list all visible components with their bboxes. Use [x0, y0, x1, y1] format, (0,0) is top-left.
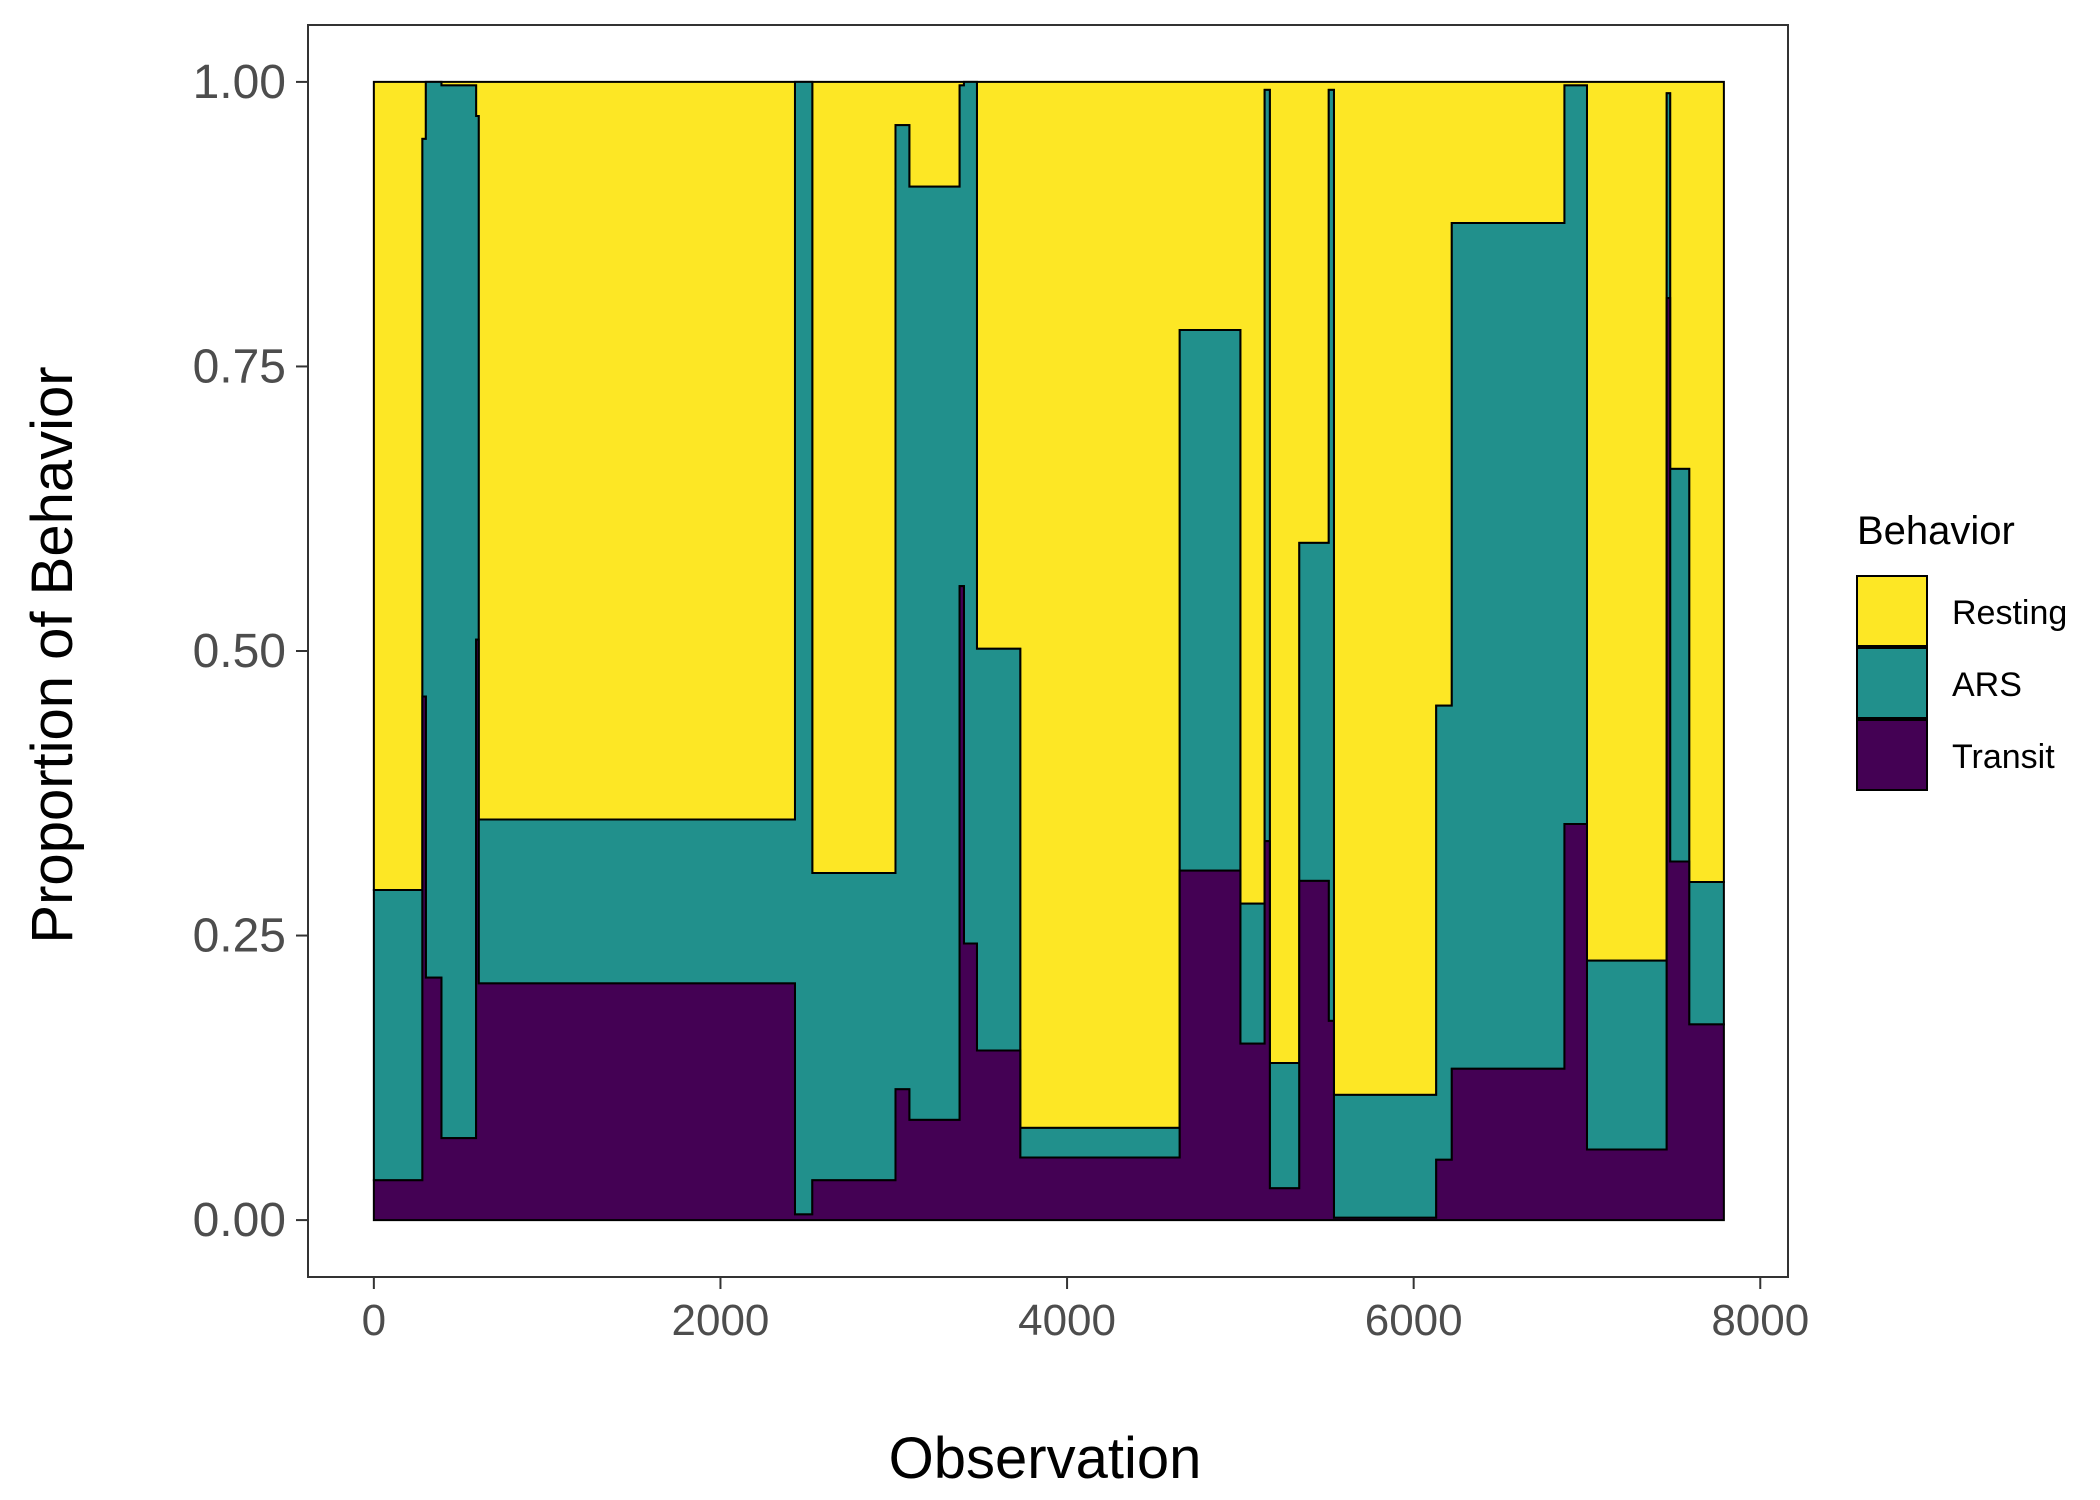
- legend-key-transit: [1856, 719, 1928, 791]
- legend: Behavior Resting ARS Transit: [1856, 509, 2067, 791]
- x-tick-label: 4000: [1018, 1296, 1116, 1345]
- y-axis-title: Proportion of Behavior: [20, 366, 85, 943]
- y-tick-label: 0.75: [193, 340, 286, 393]
- x-tick-label: 2000: [672, 1296, 770, 1345]
- y-tick-label: 0.25: [193, 910, 286, 963]
- legend-label-resting: Resting: [1952, 594, 2067, 632]
- legend-key-ars: [1856, 647, 1928, 719]
- legend-label-ars: ARS: [1952, 666, 2022, 704]
- legend-label-transit: Transit: [1952, 738, 2055, 776]
- y-tick-label: 0.00: [193, 1194, 286, 1247]
- stacked-areas: [372, 80, 1725, 1222]
- x-axis-title: Observation: [889, 1426, 1202, 1491]
- x-tick-label: 6000: [1365, 1296, 1463, 1345]
- y-tick-label: 0.50: [193, 625, 286, 678]
- axes: 0.00 0.25 0.50 0.75 1.00 0 2000 4000 6000 8000: [193, 56, 1810, 1345]
- legend-title: Behavior: [1857, 509, 2015, 553]
- x-tick-label: 8000: [1711, 1296, 1809, 1345]
- area-transit: [372, 297, 1725, 1222]
- x-tick-label: 0: [362, 1296, 386, 1345]
- legend-key-resting: [1856, 575, 1928, 647]
- y-tick-label: 1.00: [193, 56, 286, 109]
